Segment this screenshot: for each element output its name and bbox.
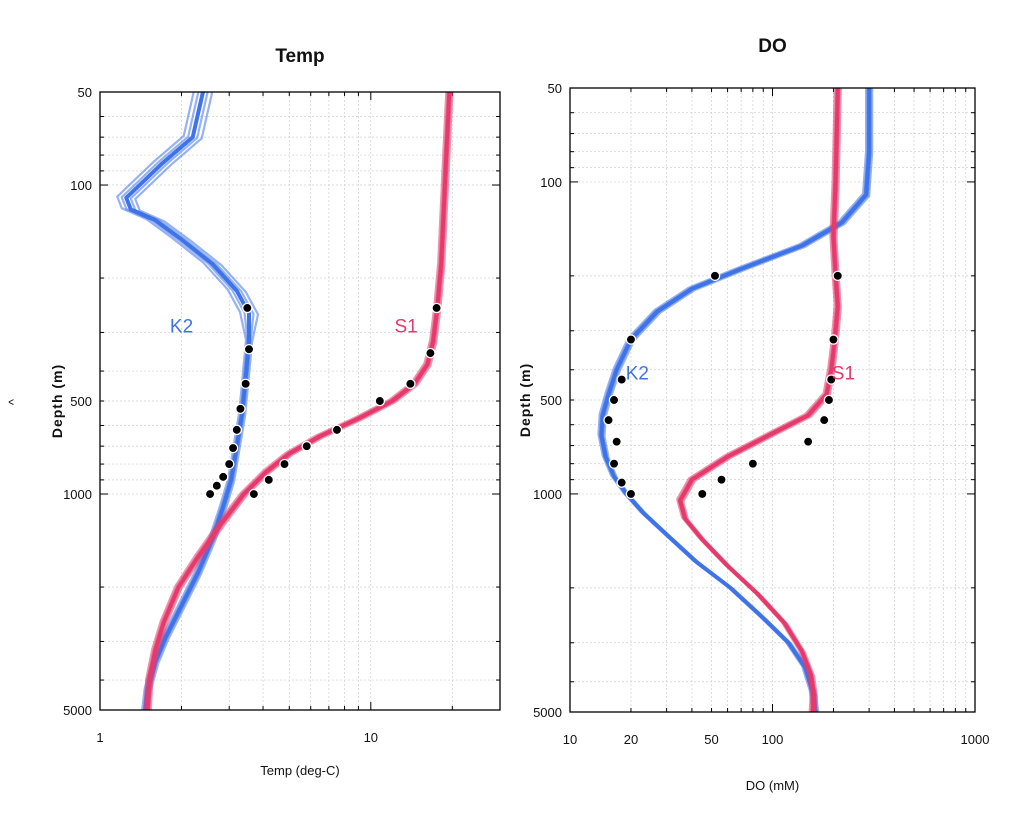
y-tick-label: 100 [70, 178, 92, 193]
x-tick-label: 50 [704, 732, 718, 747]
series-line-s1 [143, 92, 448, 710]
sample-marker-s1 [832, 270, 843, 282]
sample-marker-s1 [425, 347, 436, 359]
series-line-s1 [145, 92, 449, 710]
series-group [597, 88, 874, 712]
sample-marker-s1 [331, 424, 343, 436]
series-line-k2 [116, 92, 248, 710]
y-axis-label: Depth (m) [49, 364, 65, 438]
y-tick-label: 5000 [533, 705, 562, 720]
y-tick-label: 500 [540, 393, 562, 408]
y-axis-label: Depth (m) [517, 363, 533, 437]
sample-marker-k2 [204, 488, 216, 500]
chart-title: DO [758, 36, 787, 57]
sample-marker-s1 [301, 440, 312, 452]
chart-panel-1: K2 S1 1 10 50 100 500 1000 5000 Temp Temp (deg-C) D… [6, 46, 501, 778]
x-tick-label: 10 [364, 730, 378, 745]
sample-marker-k2 [211, 480, 223, 491]
sample-marker-k2 [227, 442, 239, 454]
series-line-k2 [603, 88, 874, 712]
sample-marker-k2 [223, 458, 235, 470]
series-line-s1 [676, 88, 836, 712]
sample-marker-k2 [235, 403, 246, 415]
sample-marker-k2 [608, 458, 620, 469]
sample-marker-k2 [217, 471, 229, 483]
sample-marker-k2 [709, 270, 721, 282]
sample-marker-k2 [243, 343, 255, 355]
sample-marker-s1 [248, 488, 260, 500]
sample-marker-s1 [405, 378, 416, 390]
x-tick-label: 10 [563, 732, 577, 747]
series-line-s1 [682, 88, 842, 712]
y-tick-label: 1000 [533, 487, 562, 502]
marker-group [204, 302, 442, 500]
y-tick-label: 50 [78, 85, 92, 100]
sample-marker-s1 [279, 458, 290, 470]
sample-marker-s1 [818, 414, 830, 426]
sample-marker-k2 [603, 414, 614, 426]
sample-marker-s1 [263, 474, 275, 486]
series-line-s1 [149, 92, 454, 710]
x-axis-label: DO (mM) [746, 778, 799, 793]
sample-marker-k2 [616, 374, 627, 385]
marker-group [603, 270, 843, 500]
grid [100, 92, 500, 710]
series-group [116, 92, 454, 710]
sample-marker-k2 [625, 334, 637, 345]
sample-marker-s1 [697, 488, 708, 500]
plot-frame [99, 91, 501, 711]
y-tick-label: 500 [70, 394, 92, 409]
sample-marker-s1 [823, 394, 835, 406]
series-label-k2: K2 [170, 316, 193, 337]
series-line-k2 [124, 92, 252, 710]
y-tick-label: 50 [548, 81, 562, 96]
sample-marker-k2 [231, 424, 243, 436]
series-line-k2 [134, 92, 260, 710]
sample-marker-s1 [825, 374, 837, 385]
series-line-s1 [677, 88, 838, 712]
chart-title: Temp [275, 46, 324, 67]
sample-marker-k2 [616, 477, 627, 488]
sample-marker-k2 [625, 488, 637, 500]
y-axis-marker: ^ [6, 398, 21, 405]
grid [570, 88, 975, 712]
x-tick-label: 1000 [961, 732, 990, 747]
sample-marker-s1 [716, 474, 727, 485]
x-tick-label: 100 [762, 732, 784, 747]
y-tick-label: 5000 [63, 703, 92, 718]
sample-marker-s1 [747, 458, 759, 469]
x-axis-label: Temp (deg-C) [260, 763, 339, 778]
series-line-s1 [145, 92, 452, 710]
y-tick-label: 1000 [63, 487, 92, 502]
series-label-s1: S1 [832, 364, 855, 385]
sample-marker-k2 [242, 302, 253, 314]
sample-marker-k2 [608, 394, 620, 406]
series-line-k2 [129, 92, 255, 710]
y-tick-label: 100 [540, 175, 562, 190]
series-line-s1 [148, 92, 452, 710]
sample-marker-s1 [374, 395, 386, 407]
sample-marker-s1 [802, 436, 814, 447]
sample-marker-k2 [611, 436, 622, 447]
series-label-s1: S1 [394, 316, 417, 337]
x-tick-label: 1 [96, 730, 103, 745]
x-tick-label: 20 [624, 732, 638, 747]
plot-frame [569, 87, 976, 713]
sample-marker-s1 [431, 302, 442, 314]
sample-marker-k2 [240, 378, 251, 390]
chart-panel-2: K2 S1 10 20 50 100 1000 50 100 500 1000 5000 DO DO (m… [517, 36, 989, 793]
sample-marker-s1 [828, 334, 839, 345]
series-label-k2: K2 [626, 364, 649, 385]
